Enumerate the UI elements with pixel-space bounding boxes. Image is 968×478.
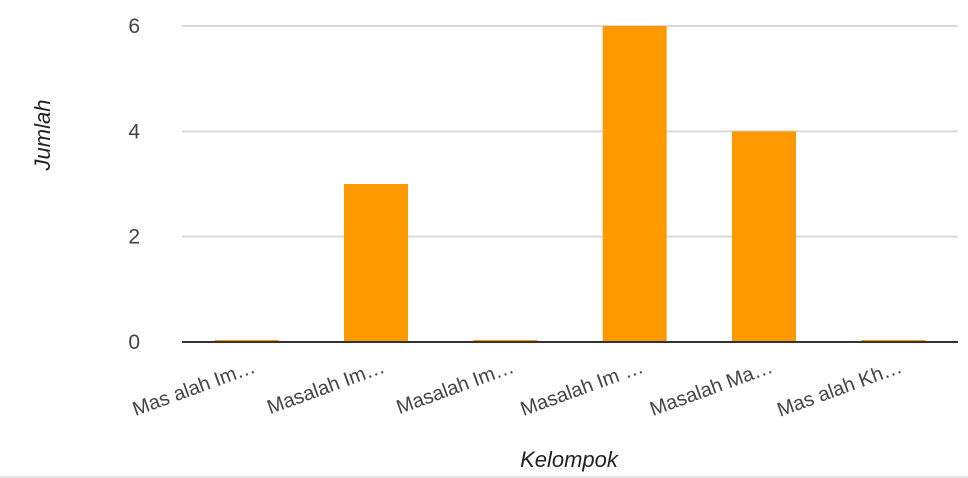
- x-category-label: Masalah Im…: [394, 356, 517, 419]
- bar: [344, 184, 408, 342]
- bar: [732, 131, 796, 342]
- x-category-label: Mas alah Kh…: [774, 356, 905, 422]
- x-axis-title: Kelompok: [520, 447, 619, 472]
- y-tick-label: 0: [128, 331, 140, 354]
- bars: [214, 26, 926, 342]
- x-category-label: Masalah Ma…: [647, 356, 776, 421]
- y-axis-title: Jumlah: [30, 100, 55, 172]
- x-category-labels: Mas alah Im… Masalah Im… Masalah Im… Masala…: [130, 356, 905, 422]
- y-tick-label: 6: [128, 15, 140, 38]
- x-category-label: Mas alah Im…: [130, 356, 259, 421]
- x-category-label: Masalah Im…: [264, 356, 387, 419]
- bar: [602, 26, 667, 342]
- y-tick-labels: 0 2 4 6: [128, 15, 140, 354]
- y-tick-label: 2: [128, 226, 140, 249]
- x-category-label: Masalah Im …: [518, 356, 647, 421]
- bottom-divider: [0, 476, 968, 478]
- y-tick-label: 4: [128, 120, 140, 143]
- gridlines: [182, 25, 958, 238]
